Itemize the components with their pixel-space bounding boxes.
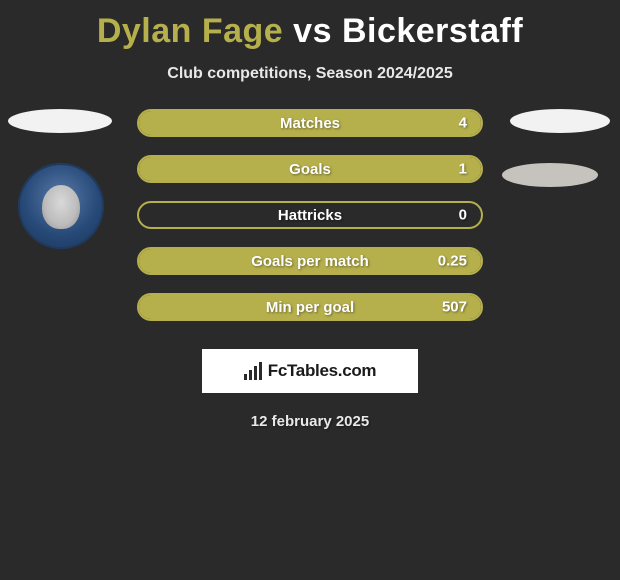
placeholder-ellipse-right-1 [510,109,610,133]
stat-value: 0.25 [438,253,467,270]
stat-row-min-per-goal: Min per goal 507 [137,293,483,321]
club-badge-icon [18,163,104,249]
stat-value: 4 [459,115,467,132]
vs-label: vs [293,12,332,50]
stat-value: 507 [442,299,467,316]
placeholder-ellipse-left [8,109,112,133]
stat-row-hattricks: Hattricks 0 [137,201,483,229]
stat-label: Min per goal [266,299,354,316]
stat-row-matches: Matches 4 [137,109,483,137]
stat-value: 1 [459,161,467,178]
stat-row-goals: Goals 1 [137,155,483,183]
brand-link[interactable]: FcTables.com [202,349,418,393]
brand-text: FcTables.com [268,361,377,381]
stat-label: Goals [289,161,331,178]
stat-label: Matches [280,115,340,132]
player1-name: Dylan Fage [97,12,283,50]
player2-name: Bickerstaff [342,12,523,50]
stat-row-goals-per-match: Goals per match 0.25 [137,247,483,275]
content-area: Matches 4 Goals 1 Hattricks 0 Goals per … [0,109,620,430]
comparison-card: Dylan Fage vs Bickerstaff Club competiti… [0,0,620,580]
page-title: Dylan Fage vs Bickerstaff [0,0,620,51]
placeholder-ellipse-right-2 [502,163,598,187]
stat-label: Goals per match [251,253,369,270]
stat-label: Hattricks [278,207,342,224]
date-text: 12 february 2025 [0,413,620,430]
stat-value: 0 [459,207,467,224]
bar-chart-icon [244,362,262,380]
subtitle: Club competitions, Season 2024/2025 [0,65,620,83]
stat-bars: Matches 4 Goals 1 Hattricks 0 Goals per … [137,109,483,321]
